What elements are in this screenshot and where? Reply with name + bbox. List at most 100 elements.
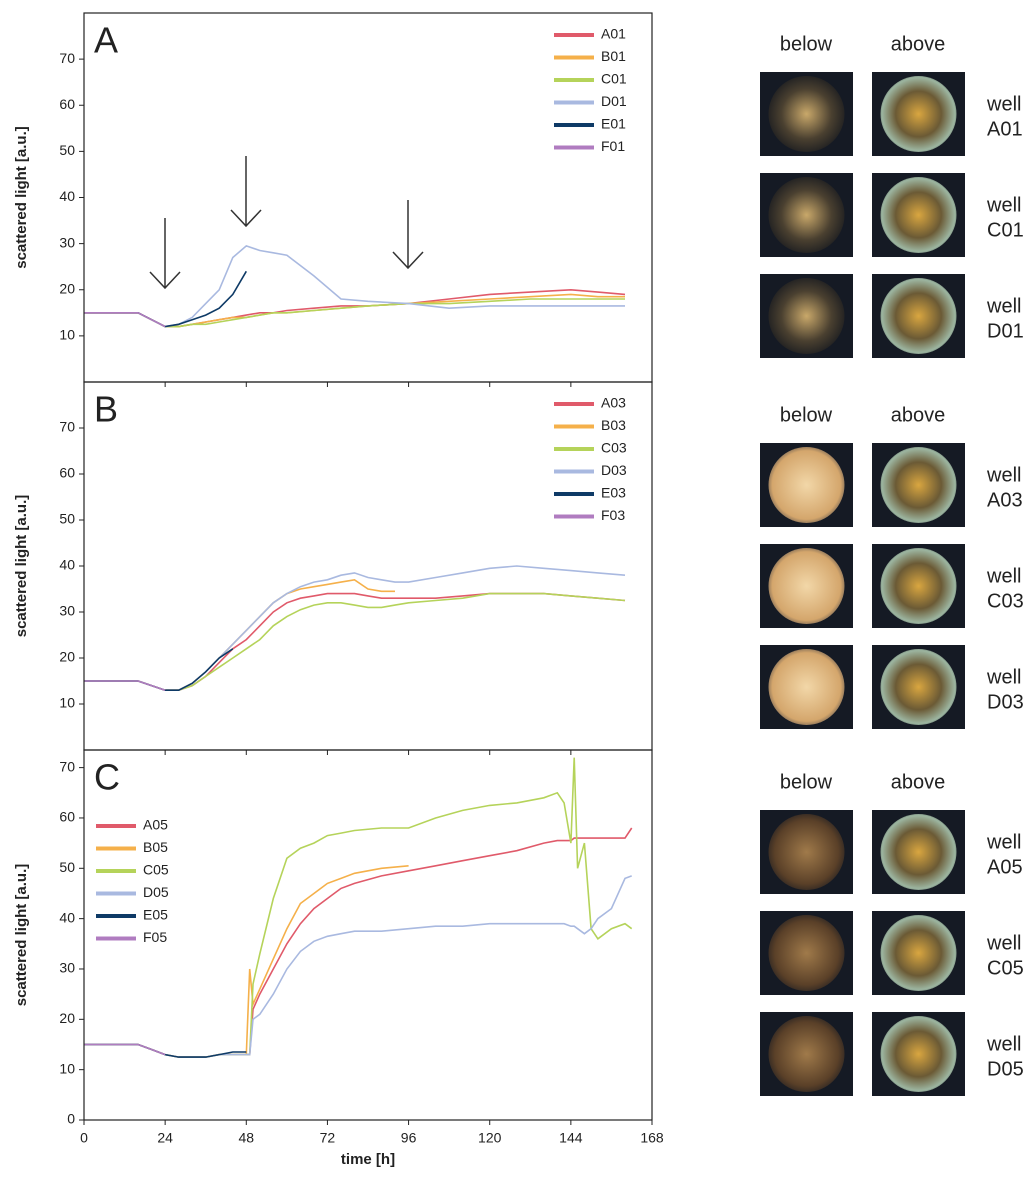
y-tick-label: 40 xyxy=(59,188,75,204)
y-tick-label: 70 xyxy=(59,419,75,435)
well-photo-disc xyxy=(880,814,957,890)
series-line xyxy=(84,565,626,691)
panel-letter: A xyxy=(94,20,118,61)
x-tick-label: 0 xyxy=(80,1130,88,1146)
well-photo-disc xyxy=(880,1016,957,1092)
y-tick-label: 20 xyxy=(59,280,75,296)
y-tick-label: 20 xyxy=(59,649,75,665)
y-tick-label: 70 xyxy=(59,50,75,66)
well-id: A01 xyxy=(987,118,1023,140)
y-tick-label: 30 xyxy=(59,603,75,619)
x-axis-label: time [h] xyxy=(341,1151,395,1168)
plot-area xyxy=(84,757,633,1058)
column-header: below xyxy=(780,404,833,426)
series-line xyxy=(84,578,395,691)
well-photo-disc xyxy=(768,814,845,890)
y-tick-label: 50 xyxy=(59,142,75,158)
legend-label: A03 xyxy=(601,395,626,411)
y-axis-label: scattered light [a.u.] xyxy=(13,864,30,1007)
x-tick-label: 48 xyxy=(238,1130,254,1146)
well-id: C01 xyxy=(987,219,1024,241)
series-line xyxy=(84,592,626,691)
y-tick-label: 40 xyxy=(59,557,75,573)
x-tick-label: 168 xyxy=(640,1130,664,1146)
well-word: well xyxy=(986,93,1021,115)
well-photo-disc xyxy=(768,177,845,253)
legend-label: C03 xyxy=(601,440,627,456)
well-id: A03 xyxy=(987,489,1023,511)
well-id: C05 xyxy=(987,957,1024,979)
series-line xyxy=(84,680,166,691)
well-photo-disc xyxy=(768,278,845,354)
legend-label: B05 xyxy=(143,839,168,855)
series-line xyxy=(84,1043,166,1056)
well-photo-disc xyxy=(880,76,957,152)
well-word: well xyxy=(986,831,1021,853)
y-tick-label: 60 xyxy=(59,96,75,112)
legend-label: E01 xyxy=(601,116,626,132)
legend-label: A01 xyxy=(601,26,626,42)
legend-label: B01 xyxy=(601,48,626,64)
y-tick-label: 40 xyxy=(59,909,75,925)
well-id: D03 xyxy=(987,691,1024,713)
well-photo-disc xyxy=(880,177,957,253)
plot-frame xyxy=(83,749,653,1121)
well-photo-disc xyxy=(880,915,957,991)
well-photo-disc xyxy=(768,915,845,991)
legend-label: A05 xyxy=(143,817,168,833)
well-photo-disc xyxy=(768,76,845,152)
well-word: well xyxy=(986,666,1021,688)
y-axis-label: scattered light [a.u.] xyxy=(13,495,30,638)
y-tick-label: 50 xyxy=(59,511,75,527)
legend-label: D03 xyxy=(601,462,627,478)
panel-letter: B xyxy=(94,389,118,430)
y-tick-label: 70 xyxy=(59,758,75,774)
series-line xyxy=(84,875,632,1058)
legend-label: E03 xyxy=(601,485,626,501)
series-line xyxy=(84,312,166,328)
legend-label: F05 xyxy=(143,929,167,945)
legend-label: D01 xyxy=(601,93,627,109)
panel-letter: C xyxy=(94,757,120,798)
y-tick-label: 10 xyxy=(59,695,75,711)
column-header: below xyxy=(780,33,833,55)
y-tick-label: 30 xyxy=(59,234,75,250)
well-word: well xyxy=(986,932,1021,954)
well-photo-disc xyxy=(880,649,957,725)
y-tick-label: 50 xyxy=(59,859,75,875)
series-line xyxy=(84,592,626,691)
column-header: above xyxy=(891,771,946,793)
plot-area xyxy=(84,565,626,691)
well-id: D05 xyxy=(987,1058,1024,1080)
x-tick-label: 96 xyxy=(401,1130,417,1146)
legend-label: C05 xyxy=(143,862,169,878)
well-word: well xyxy=(986,1033,1021,1055)
plot-frame xyxy=(83,381,653,751)
column-header: above xyxy=(891,404,946,426)
x-tick-label: 72 xyxy=(320,1130,336,1146)
well-photo-disc xyxy=(880,447,957,523)
arrows xyxy=(149,156,424,290)
well-word: well xyxy=(986,194,1021,216)
well-id: A05 xyxy=(987,856,1023,878)
well-word: well xyxy=(986,464,1021,486)
well-photo-disc xyxy=(880,278,957,354)
legend-label: D05 xyxy=(143,884,169,900)
well-word: well xyxy=(986,565,1021,587)
series-line xyxy=(84,648,234,691)
well-photo-disc xyxy=(880,548,957,624)
y-tick-label: 60 xyxy=(59,465,75,481)
x-tick-label: 120 xyxy=(478,1130,502,1146)
legend-label: C01 xyxy=(601,71,627,87)
y-tick-label: 0 xyxy=(67,1111,75,1127)
well-word: well xyxy=(986,295,1021,317)
legend-label: E05 xyxy=(143,907,168,923)
well-photo-disc xyxy=(768,447,845,523)
plot-area xyxy=(84,244,626,328)
y-tick-label: 20 xyxy=(59,1010,75,1026)
legend-label: F01 xyxy=(601,138,625,154)
y-tick-label: 10 xyxy=(59,1060,75,1076)
x-tick-label: 144 xyxy=(559,1130,583,1146)
